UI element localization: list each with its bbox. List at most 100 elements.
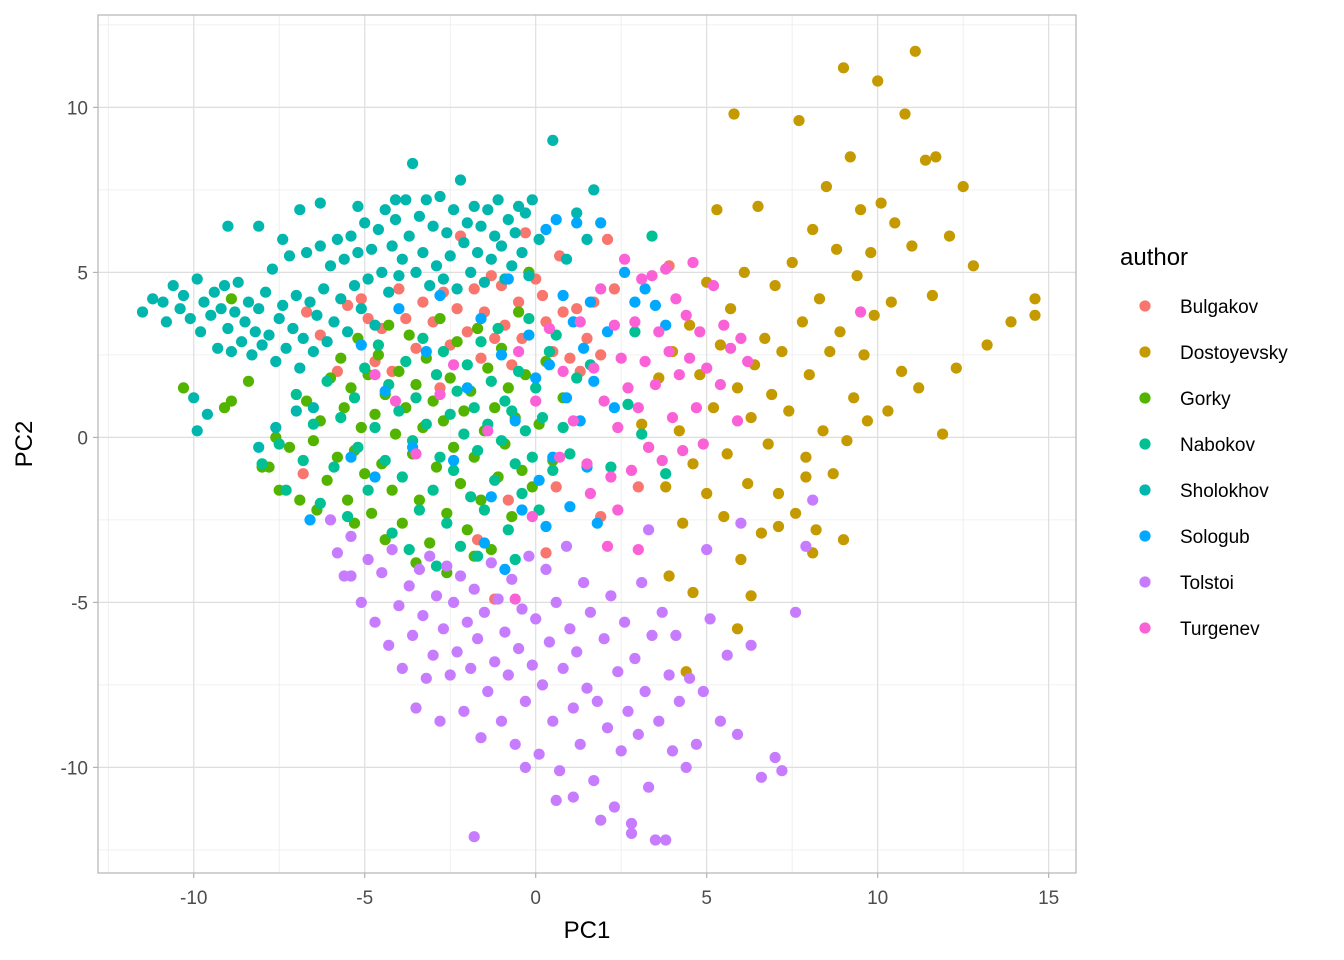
- data-point: [837, 62, 850, 74]
- data-point: [495, 349, 508, 361]
- data-point: [677, 445, 689, 457]
- data-point: [290, 388, 302, 401]
- legend-label: Nabokov: [1180, 435, 1255, 456]
- data-point: [937, 428, 949, 440]
- data-point: [345, 230, 357, 242]
- data-point: [492, 593, 504, 605]
- data-point: [1029, 293, 1041, 305]
- data-point: [489, 402, 501, 414]
- data-point: [434, 190, 446, 203]
- data-point: [307, 435, 319, 447]
- data-point: [687, 256, 699, 269]
- data-point: [588, 775, 600, 787]
- data-point: [468, 200, 480, 212]
- data-point: [865, 247, 877, 259]
- data-point: [530, 372, 542, 384]
- data-point: [475, 336, 487, 348]
- data-point: [335, 293, 347, 305]
- data-point: [475, 732, 487, 744]
- data-point: [584, 606, 597, 618]
- data-point: [451, 646, 463, 658]
- data-point: [615, 745, 627, 757]
- legend-key: [1139, 346, 1151, 358]
- data-point: [448, 359, 460, 371]
- data-point: [174, 303, 186, 315]
- data-point: [369, 408, 381, 420]
- data-point: [619, 253, 631, 265]
- data-point: [478, 504, 490, 516]
- data-point: [513, 306, 525, 318]
- y-axis-title: PC2: [11, 421, 38, 468]
- data-point: [649, 379, 662, 391]
- data-point: [383, 639, 395, 651]
- data-point: [601, 722, 614, 734]
- data-point: [372, 339, 384, 351]
- data-point: [301, 247, 313, 259]
- data-point: [232, 276, 244, 288]
- data-point: [448, 596, 460, 609]
- data-point: [896, 365, 908, 377]
- data-point: [437, 623, 449, 635]
- data-point: [136, 306, 149, 318]
- data-point: [571, 303, 583, 315]
- data-point: [619, 616, 631, 628]
- data-point: [605, 461, 617, 473]
- data-point: [212, 342, 224, 354]
- data-point: [444, 250, 456, 262]
- data-point: [465, 662, 477, 675]
- legend-label: Sholokhov: [1180, 481, 1269, 502]
- data-point: [342, 326, 354, 338]
- data-point: [834, 326, 846, 338]
- data-point: [369, 616, 381, 628]
- data-point: [564, 623, 576, 635]
- data-point: [721, 448, 733, 460]
- data-point: [369, 421, 381, 434]
- series-sologub: [304, 214, 672, 576]
- data-point: [656, 454, 668, 467]
- data-point: [396, 253, 408, 265]
- data-point: [420, 672, 432, 684]
- data-point: [407, 157, 419, 170]
- data-point: [684, 352, 696, 364]
- legend-key: [1139, 576, 1151, 588]
- data-point: [489, 230, 501, 242]
- data-point: [557, 306, 569, 318]
- data-point: [458, 405, 470, 417]
- data-point: [639, 283, 651, 295]
- data-point: [646, 270, 658, 282]
- data-point: [967, 260, 980, 272]
- data-point: [632, 728, 644, 741]
- data-point: [386, 527, 398, 539]
- data-point: [557, 289, 569, 302]
- legend-label: Dostoyevsky: [1180, 343, 1288, 364]
- data-points: [136, 45, 1041, 846]
- data-point: [444, 669, 456, 681]
- data-point: [554, 765, 566, 777]
- data-point: [889, 217, 901, 229]
- data-point: [369, 319, 381, 331]
- data-point: [502, 214, 514, 226]
- data-point: [403, 544, 415, 556]
- data-point: [776, 765, 788, 777]
- data-point: [352, 247, 364, 259]
- data-point: [393, 283, 405, 295]
- data-point: [420, 418, 432, 430]
- data-point: [410, 448, 422, 460]
- data-point: [393, 600, 405, 612]
- data-point: [581, 682, 593, 694]
- data-point: [516, 247, 528, 259]
- data-point: [448, 204, 460, 216]
- data-point: [718, 319, 730, 331]
- data-point: [307, 346, 319, 358]
- data-point: [526, 659, 538, 671]
- data-point: [567, 415, 579, 427]
- data-point: [280, 342, 292, 354]
- data-point: [550, 596, 562, 609]
- data-point: [605, 471, 617, 483]
- data-point: [301, 306, 313, 318]
- data-point: [807, 494, 819, 506]
- data-point: [581, 458, 593, 470]
- data-point: [591, 517, 603, 529]
- data-point: [242, 375, 255, 387]
- data-point: [728, 108, 740, 120]
